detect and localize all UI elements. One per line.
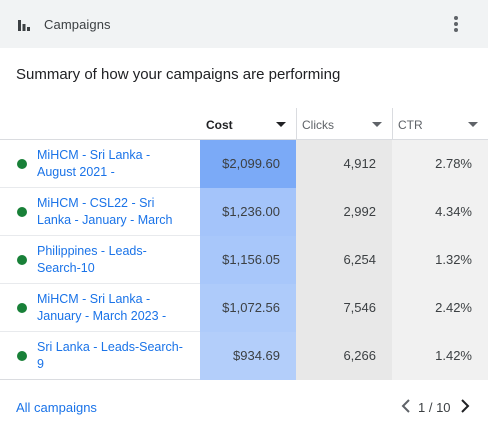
campaign-link[interactable]: Sri Lanka - Leads-Search-9 xyxy=(37,340,183,371)
clicks-cell: 6,266 xyxy=(296,332,392,380)
card-subtitle: Summary of how your campaigns are perfor… xyxy=(16,66,341,83)
table-row: MiHCM - CSL22 - Sri Lanka - January - Ma… xyxy=(0,188,488,236)
status-dot-icon xyxy=(17,351,27,361)
table-row: MiHCM - Sri Lanka - August 2021 - $2,099… xyxy=(0,140,488,188)
table-row: Sri Lanka - Leads-Search-9 $934.69 6,266… xyxy=(0,332,488,380)
cost-cell: $1,236.00 xyxy=(200,188,296,236)
table-header: Cost Clicks CTR xyxy=(0,108,488,140)
status-dot-icon xyxy=(17,159,27,169)
cost-cell: $1,072.56 xyxy=(200,284,296,332)
more-options-icon[interactable] xyxy=(446,12,466,36)
column-label: CTR xyxy=(398,118,423,132)
column-label: Cost xyxy=(206,118,233,132)
ctr-cell: 2.42% xyxy=(392,284,488,332)
dropdown-arrow-icon xyxy=(468,122,478,127)
sort-arrow-icon xyxy=(276,122,286,127)
table-body: MiHCM - Sri Lanka - August 2021 - $2,099… xyxy=(0,140,488,380)
all-campaigns-link[interactable]: All campaigns xyxy=(16,400,97,415)
table-row: Philippines - Leads-Search-10 $1,156.05 … xyxy=(0,236,488,284)
pagination-label: 1 / 10 xyxy=(418,400,451,415)
campaign-link[interactable]: MiHCM - Sri Lanka - January - March 2023… xyxy=(37,292,167,323)
table-row: MiHCM - Sri Lanka - January - March 2023… xyxy=(0,284,488,332)
ctr-cell: 1.32% xyxy=(392,236,488,284)
cost-cell: $2,099.60 xyxy=(200,140,296,188)
column-header-cost[interactable]: Cost xyxy=(200,108,296,140)
status-dot-icon xyxy=(17,303,27,313)
column-label: Clicks xyxy=(302,118,334,132)
bar-chart-icon xyxy=(18,20,30,31)
clicks-cell: 6,254 xyxy=(296,236,392,284)
card-header: Campaigns xyxy=(0,0,488,48)
chevron-right-icon[interactable] xyxy=(459,399,471,413)
chevron-left-icon[interactable] xyxy=(400,399,412,413)
clicks-cell: 7,546 xyxy=(296,284,392,332)
campaign-link[interactable]: MiHCM - Sri Lanka - August 2021 - xyxy=(37,148,151,179)
status-dot-icon xyxy=(17,207,27,217)
cost-cell: $934.69 xyxy=(200,332,296,380)
dropdown-arrow-icon xyxy=(372,122,382,127)
status-dot-icon xyxy=(17,255,27,265)
card-title: Campaigns xyxy=(44,17,111,32)
campaign-link[interactable]: Philippines - Leads-Search-10 xyxy=(37,244,147,275)
ctr-cell: 2.78% xyxy=(392,140,488,188)
card-footer: All campaigns 1 / 10 xyxy=(0,380,488,433)
ctr-cell: 4.34% xyxy=(392,188,488,236)
clicks-cell: 4,912 xyxy=(296,140,392,188)
ctr-cell: 1.42% xyxy=(392,332,488,380)
clicks-cell: 2,992 xyxy=(296,188,392,236)
campaign-link[interactable]: MiHCM - CSL22 - Sri Lanka - January - Ma… xyxy=(37,196,173,227)
column-header-clicks[interactable]: Clicks xyxy=(296,108,392,140)
column-header-ctr[interactable]: CTR xyxy=(392,108,488,140)
cost-cell: $1,156.05 xyxy=(200,236,296,284)
